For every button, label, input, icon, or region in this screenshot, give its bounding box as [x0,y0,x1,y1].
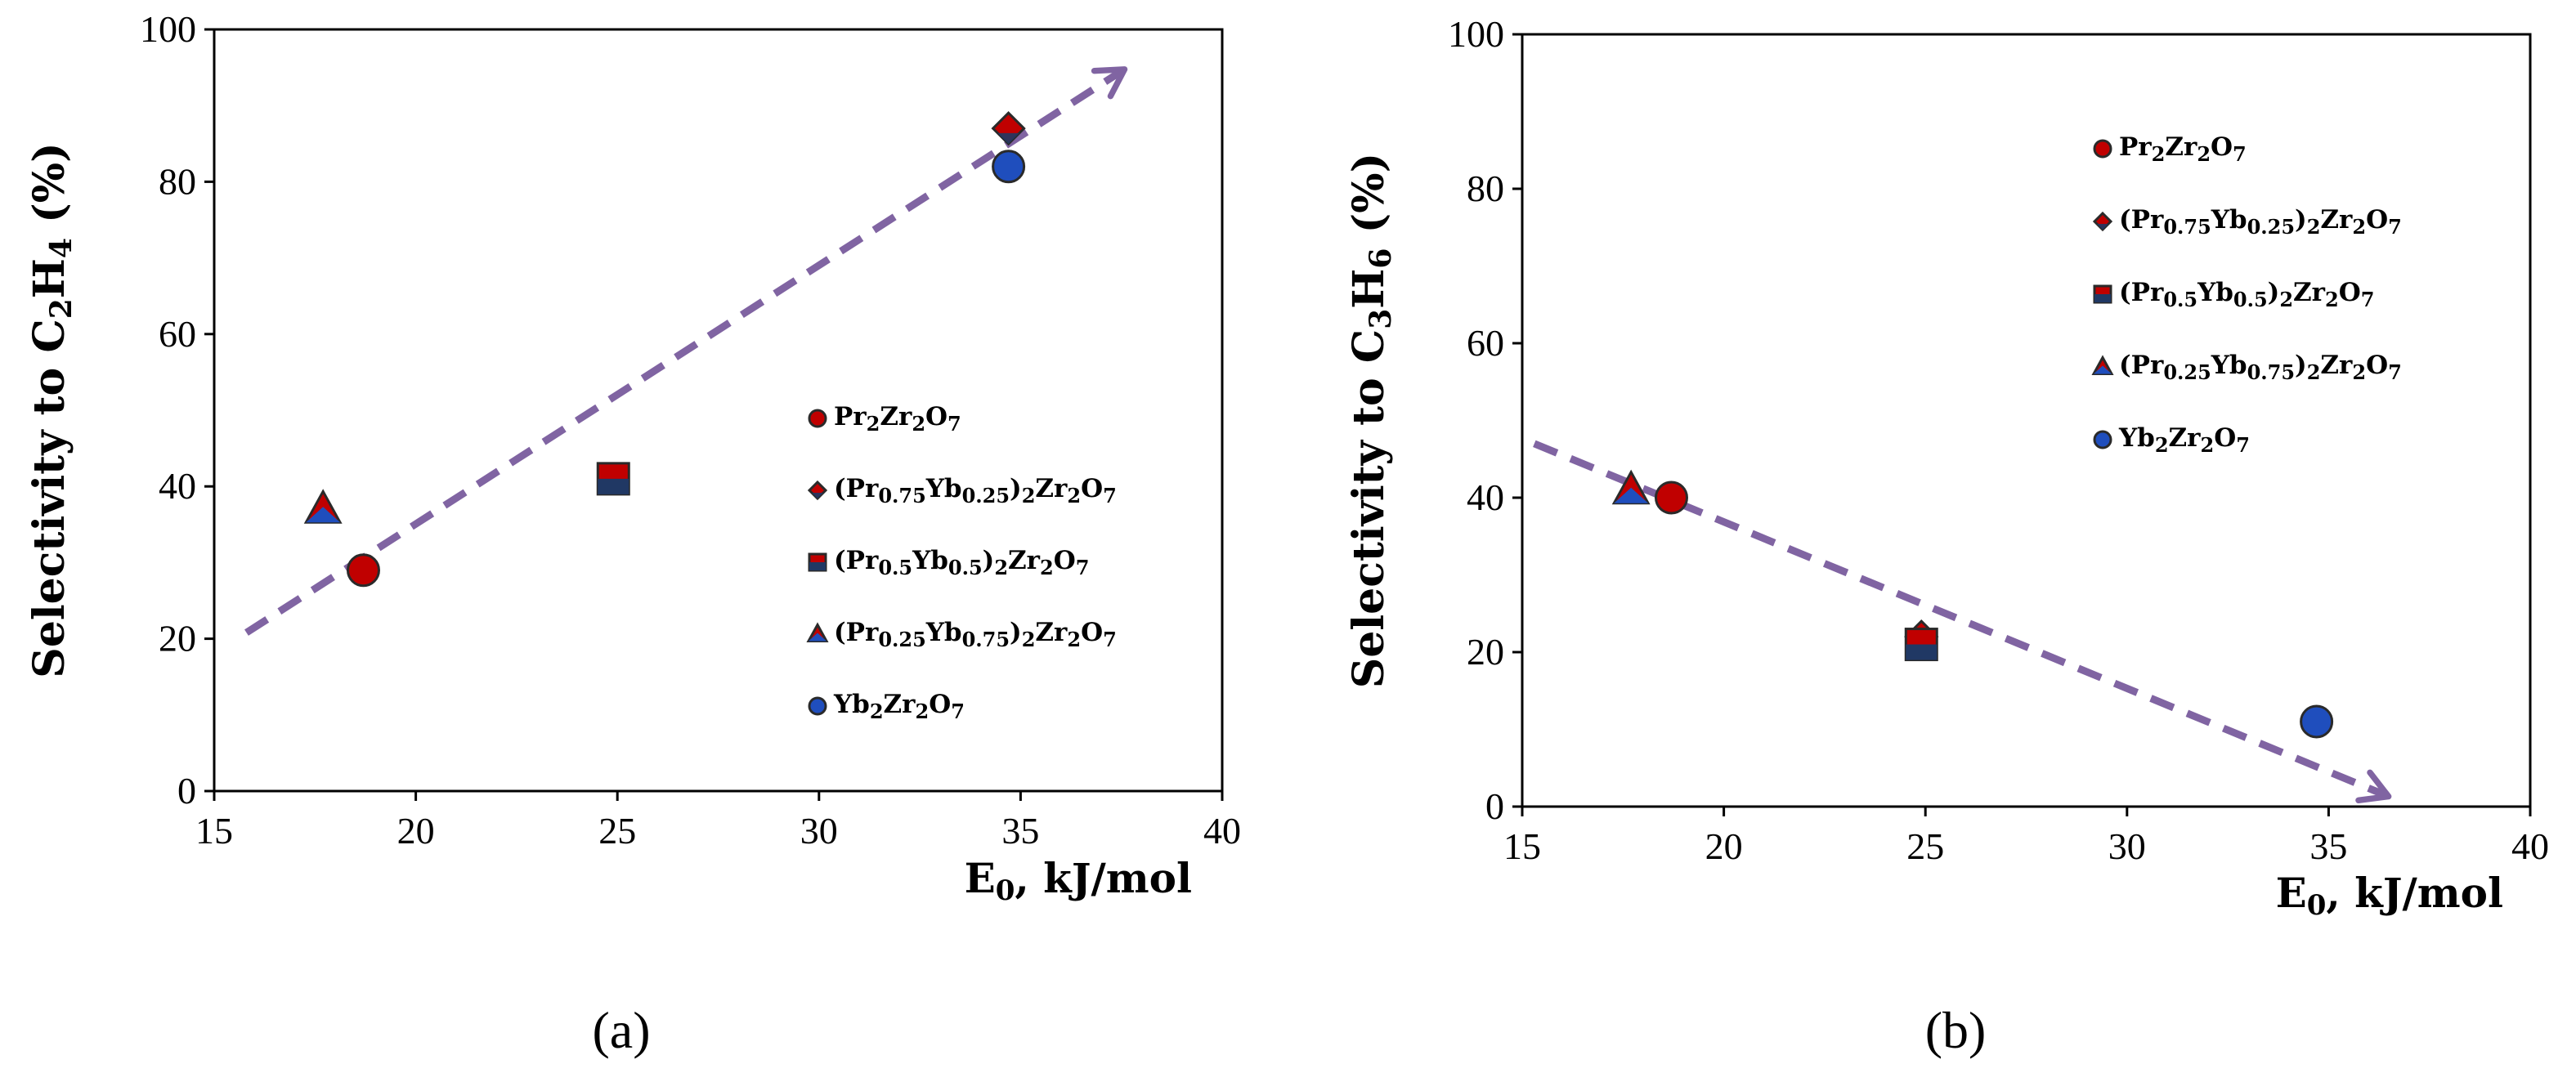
y-tick-label: 80 [1467,168,1504,209]
panel-label: (a) [592,1001,650,1059]
x-tick-label: 20 [1705,825,1743,867]
x-tick-label: 25 [598,810,636,852]
plot-area-frame [213,28,1224,793]
legend-marker-circle-blue [808,696,827,716]
y-tick-label: 100 [140,8,196,50]
x-tick-label: 20 [397,810,435,852]
y-tick-label: 20 [159,618,196,659]
legend-entry-label: Yb2Zr2O7 [833,690,965,723]
x-tick-label: 30 [2108,825,2146,867]
legend-marker-square [2093,284,2112,304]
legend-marker-triangle [806,622,829,642]
legend-entry-label: (Pr0.5Yb0.5)2Zr2O7 [834,546,1089,579]
y-tick-label: 0 [1485,785,1504,827]
y-tick-label: 20 [1467,631,1504,673]
data-point-circle [1654,481,1688,515]
chart-panel-a: 0 20 40 60 80 100 15 20 25 30 35 40 Selectivity to C… [25,8,1241,1059]
y-tick-label: 40 [159,465,196,507]
data-point-circle [346,553,380,588]
plot-area-frame [1521,33,2532,808]
legend-marker-circle [2093,139,2112,159]
trend-arrow [244,66,1128,636]
x-axis-title: E0, kJ/mol [965,854,1192,907]
legend-entry-label: (Pr0.75Yb0.25)2Zr2O7 [834,474,1117,507]
legend-marker-circle [808,409,827,428]
y-tick-label: 80 [159,160,196,202]
y-tick-label: 100 [1448,13,1504,55]
x-tick-label: 40 [1203,810,1241,852]
legend-entry-label: Yb2Zr2O7 [2118,423,2250,457]
y-tick-label: 0 [177,770,196,811]
panel-label: (b) [1925,1001,1987,1059]
x-tick-label: 35 [2309,825,2347,867]
data-point-square [596,462,630,496]
x-tick-label: 40 [2511,825,2549,867]
legend-entry-label: (Pr0.25Yb0.75)2Zr2O7 [2119,351,2402,384]
data-point-circle-blue [2300,704,2334,739]
y-axis-title: Selectivity to C3H6 (%) [1344,153,1398,688]
legend-entry-label: (Pr0.75Yb0.25)2Zr2O7 [2119,205,2402,239]
legend-entry-label: Pr2Zr2O7 [2119,132,2247,166]
legend-entry-label: (Pr0.5Yb0.5)2Zr2O7 [2119,278,2374,311]
y-axis-title: Selectivity to C2H4 (%) [25,142,78,677]
x-tick-label: 30 [800,810,838,852]
y-tick-label: 60 [1467,322,1504,364]
chart-panel-b: 0 20 40 60 80 100 15 20 25 30 35 40 Selectivity to C… [1344,13,2549,1059]
data-point-triangle [303,489,343,524]
trend-arrow [1533,440,2392,803]
y-tick-label: 40 [1467,476,1504,518]
x-tick-label: 15 [195,810,233,852]
x-axis-title: E0, kJ/mol [2276,869,2503,922]
x-tick-label: 35 [1001,810,1039,852]
legend-marker-circle-blue [2093,430,2112,449]
data-point-circle-blue [992,150,1026,184]
legend-marker-square [808,552,827,572]
x-tick-label: 25 [1906,825,1944,867]
legend-entry-label: Pr2Zr2O7 [834,402,961,436]
legend-marker-triangle [2091,355,2114,375]
data-point-square [1904,628,1938,662]
y-tick-label: 60 [159,313,196,355]
legend-entry-label: (Pr0.25Yb0.75)2Zr2O7 [834,618,1117,651]
x-tick-label: 15 [1503,825,1541,867]
